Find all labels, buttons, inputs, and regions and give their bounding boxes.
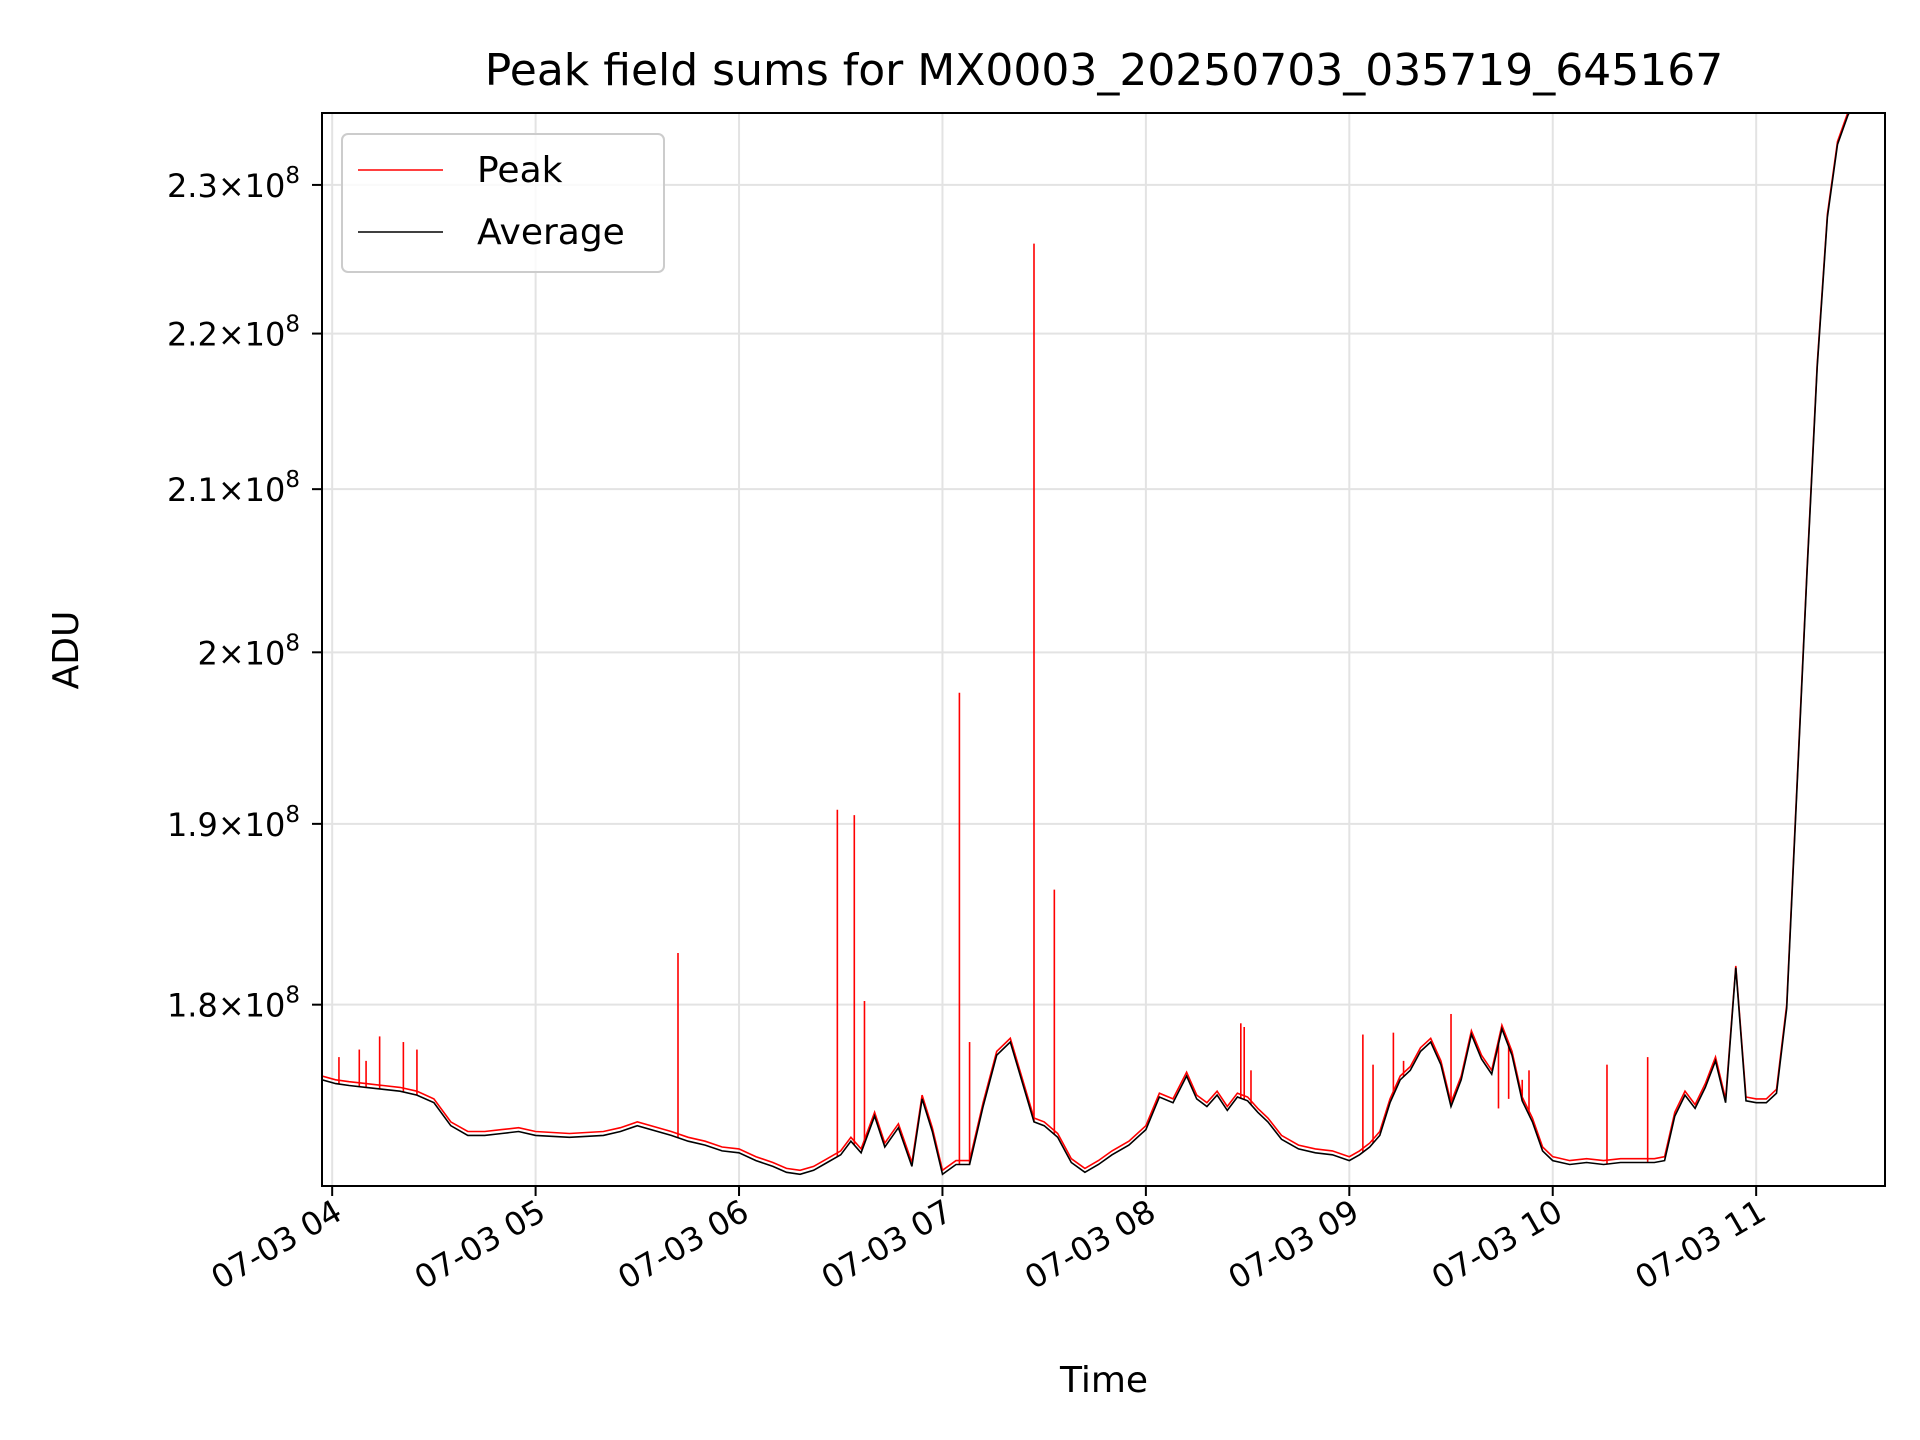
legend-label-peak: Peak: [477, 150, 563, 191]
y-tick-label: 2.1×108: [167, 467, 300, 509]
y-axis-label: ADU: [46, 611, 87, 690]
plot-frame: [321, 112, 1886, 1187]
peak-spikes: [338, 243, 1649, 1165]
chart-title: Peak field sums for MX0003_20250703_0357…: [485, 45, 1723, 96]
y-tick-label: 2×108: [197, 630, 300, 672]
series-line-average: [322, 113, 1850, 1176]
x-gridlines: [331, 113, 1758, 1186]
series-line-peak: [322, 113, 1849, 1172]
legend: Peak Average: [341, 133, 665, 273]
plot-lines: [322, 113, 1850, 1176]
y-tick-label: 1.8×108: [167, 983, 300, 1025]
y-tick-label: 2.3×108: [167, 163, 300, 205]
legend-label-average: Average: [477, 212, 625, 253]
legend-box: [341, 133, 665, 273]
y-tick-label: 2.2×108: [167, 312, 300, 354]
y-tick-label: 1.9×108: [167, 802, 300, 844]
x-axis-label: Time: [1059, 1360, 1148, 1401]
y-axis-ticks: 1.8×108 1.9×108 2×108 2.1×108 2.2×108 2.3×108: [167, 163, 322, 1025]
